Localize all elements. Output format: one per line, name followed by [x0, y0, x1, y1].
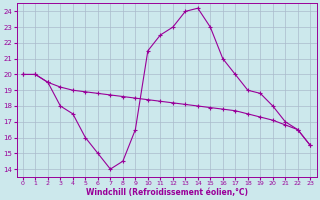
X-axis label: Windchill (Refroidissement éolien,°C): Windchill (Refroidissement éolien,°C)	[85, 188, 248, 197]
